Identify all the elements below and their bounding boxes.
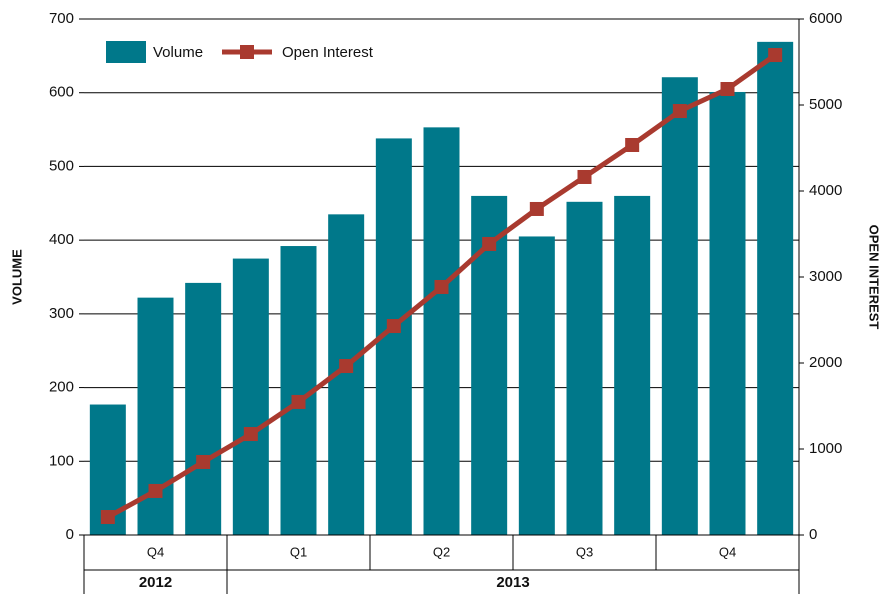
- line-marker: [386, 319, 401, 334]
- y2-tick-label: 1000: [809, 440, 842, 457]
- line-marker: [672, 104, 687, 119]
- bar: [757, 41, 794, 535]
- y-tick-label: 200: [49, 379, 74, 396]
- line-marker: [434, 279, 449, 294]
- line-marker: [482, 236, 497, 251]
- quarters-label: Q4: [719, 544, 736, 559]
- bar: [518, 236, 555, 535]
- y2-tick-label: 0: [809, 526, 817, 543]
- bar: [614, 195, 651, 535]
- quarters-label: Q2: [433, 544, 450, 559]
- bar: [423, 127, 460, 536]
- bar: [185, 282, 222, 535]
- bar: [661, 77, 698, 535]
- y-tick-label: 0: [66, 526, 74, 543]
- y2-tick-label: 3000: [809, 268, 842, 285]
- line-marker: [529, 201, 544, 216]
- line-marker: [196, 454, 211, 469]
- line-marker: [291, 394, 306, 409]
- years-label: 2012: [139, 574, 172, 591]
- line-marker: [339, 359, 354, 374]
- bar: [709, 91, 746, 535]
- line-marker: [768, 48, 783, 63]
- legend-label: Open Interest: [282, 44, 374, 61]
- line-marker: [148, 483, 163, 498]
- y2-tick-label: 5000: [809, 96, 842, 113]
- quarters-label: Q1: [290, 544, 307, 559]
- y-tick-label: 700: [49, 10, 74, 27]
- line-marker: [243, 427, 258, 442]
- y2-tick-label: 2000: [809, 354, 842, 371]
- y-tick-label: 600: [49, 84, 74, 101]
- quarters-label: Q3: [576, 544, 593, 559]
- legend-swatch: [106, 41, 146, 63]
- y-tick-label: 400: [49, 231, 74, 248]
- bar: [232, 258, 269, 535]
- y-tick-label: 500: [49, 157, 74, 174]
- y2-tick-label: 6000: [809, 10, 842, 27]
- y-axis-label: VOLUME: [9, 249, 24, 305]
- line-marker: [625, 137, 640, 152]
- legend-marker: [240, 45, 254, 59]
- legend-label: Volume: [153, 44, 203, 61]
- quarters-label: Q4: [147, 544, 164, 559]
- line-marker: [720, 82, 735, 97]
- line-marker: [100, 510, 115, 525]
- bar: [566, 201, 603, 535]
- y-tick-label: 300: [49, 305, 74, 322]
- y2-tick-label: 4000: [809, 182, 842, 199]
- y-tick-label: 100: [49, 452, 74, 469]
- y2-axis-label: OPEN INTEREST: [867, 225, 882, 330]
- line-marker: [577, 169, 592, 184]
- years-label: 2013: [496, 574, 529, 591]
